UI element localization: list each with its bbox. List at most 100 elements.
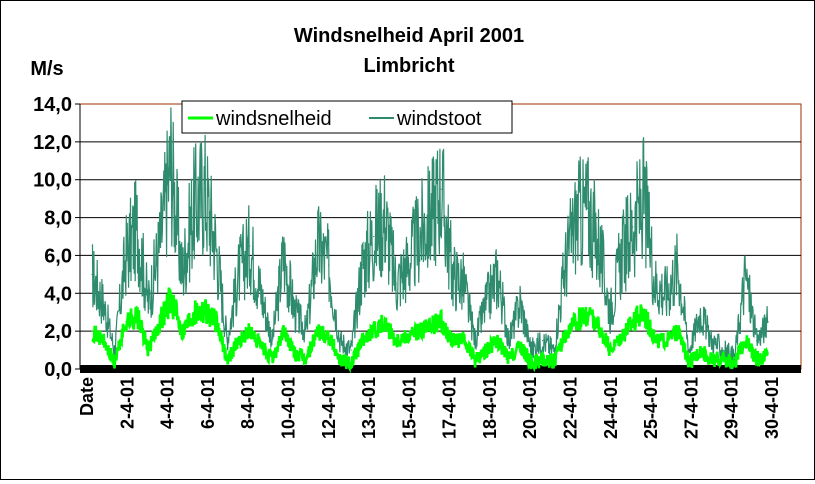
series-line-windstoot xyxy=(91,107,769,370)
x-tick-label: 25-4-01 xyxy=(641,377,661,439)
point-windsnelheid xyxy=(474,358,476,361)
point-windsnelheid xyxy=(305,358,307,361)
point-windsnelheid xyxy=(733,362,735,364)
point-windstoot xyxy=(722,349,724,351)
point-windsnelheid xyxy=(170,296,172,298)
y-tick-label: 12,0 xyxy=(33,132,72,154)
x-tick-label: 30-4-01 xyxy=(762,377,782,439)
series-layer xyxy=(91,107,769,374)
point-windstoot xyxy=(699,311,702,313)
point-windsnelheid xyxy=(204,307,206,310)
point-windsnelheid xyxy=(620,334,623,336)
point-windsnelheid xyxy=(553,360,555,363)
point-windstoot xyxy=(102,302,104,304)
x-tick-label: 12-4-01 xyxy=(319,377,339,439)
point-windstoot xyxy=(508,340,510,342)
x-tick-label: 27-4-01 xyxy=(681,377,701,439)
point-windsnelheid xyxy=(282,330,285,332)
point-windsnelheid xyxy=(373,330,375,332)
point-windsnelheid xyxy=(767,353,769,355)
point-windsnelheid xyxy=(440,321,442,323)
chart-title: Windsnelheid April 2001 xyxy=(294,25,524,47)
point-windstoot xyxy=(350,349,352,351)
point-windstoot xyxy=(620,254,623,257)
point-windstoot xyxy=(282,254,285,257)
point-windsnelheid xyxy=(215,321,217,323)
x-tick-label: 15-4-01 xyxy=(399,377,419,439)
point-windstoot xyxy=(91,273,93,275)
point-windstoot xyxy=(632,226,634,228)
y-tick-labels: 0,0 2,0 4,0 6,0 8,0 10,0 12,0 14,0 xyxy=(33,94,80,381)
point-windstoot xyxy=(204,188,206,190)
y-axis-label: M/s xyxy=(30,58,63,80)
point-windstoot xyxy=(260,292,262,294)
y-tick-label: 0,0 xyxy=(44,359,72,381)
x-tick-label: 18-4-01 xyxy=(480,377,500,439)
point-windsnelheid xyxy=(384,321,386,323)
point-windsnelheid xyxy=(159,321,161,323)
x-tick-label: 10-4-01 xyxy=(278,377,298,439)
point-windsnelheid xyxy=(756,358,758,361)
point-windstoot xyxy=(711,340,713,342)
point-windstoot xyxy=(226,340,228,342)
point-windstoot xyxy=(677,264,679,266)
x-tick-label: 24-4-01 xyxy=(601,377,621,439)
point-windsnelheid xyxy=(643,311,645,313)
point-windstoot xyxy=(373,235,375,238)
point-windstoot xyxy=(688,349,690,351)
point-windsnelheid xyxy=(564,334,566,336)
point-windstoot xyxy=(654,283,656,285)
point-windsnelheid xyxy=(497,340,499,342)
point-windsnelheid xyxy=(654,340,656,342)
x-tick-label: Date xyxy=(77,377,97,416)
point-windsnelheid xyxy=(260,345,262,347)
point-windstoot xyxy=(598,245,600,247)
point-windsnelheid xyxy=(249,330,251,332)
point-windsnelheid xyxy=(192,311,194,313)
point-windstoot xyxy=(316,245,318,247)
point-windsnelheid xyxy=(609,349,611,351)
point-windstoot xyxy=(519,302,521,304)
point-windstoot xyxy=(147,302,149,304)
point-windstoot xyxy=(328,264,330,266)
point-windstoot xyxy=(181,273,183,275)
point-windsnelheid xyxy=(181,330,183,332)
point-windstoot xyxy=(767,321,769,323)
x-tick-labels: Date 2-4-01 4-4-01 6-4-01 8-4-01 10-4-01 12-4-… xyxy=(77,377,782,439)
point-windsnelheid xyxy=(271,358,273,361)
x-tick-label: 29-4-01 xyxy=(722,377,742,439)
point-windsnelheid xyxy=(632,321,634,323)
point-windstoot xyxy=(136,226,138,228)
point-windsnelheid xyxy=(237,340,240,342)
point-windstoot xyxy=(159,245,161,247)
point-windstoot xyxy=(305,330,307,332)
y-tick-label: 2,0 xyxy=(44,321,72,343)
y-tick-label: 4,0 xyxy=(44,283,72,305)
point-windsnelheid xyxy=(519,345,521,347)
point-windsnelheid xyxy=(530,362,533,364)
point-windstoot xyxy=(237,273,240,275)
point-windstoot xyxy=(361,264,363,266)
point-windstoot xyxy=(192,207,194,209)
point-windsnelheid xyxy=(463,340,465,342)
point-windstoot xyxy=(125,254,127,257)
x-tick-label: 22-4-01 xyxy=(561,377,581,439)
point-windstoot xyxy=(463,283,465,285)
point-windstoot xyxy=(666,292,668,294)
point-windsnelheid xyxy=(147,349,149,351)
point-windstoot xyxy=(744,273,747,275)
point-windsnelheid xyxy=(395,340,397,342)
point-windstoot xyxy=(497,273,499,275)
y-tick-label: 8,0 xyxy=(44,208,72,230)
point-windsnelheid xyxy=(744,340,747,342)
x-tick-label: 17-4-01 xyxy=(440,377,460,439)
point-windsnelheid xyxy=(294,353,296,355)
point-windstoot xyxy=(733,358,735,361)
point-windstoot xyxy=(530,349,533,351)
point-windstoot xyxy=(451,273,454,275)
legend-label-windsnelheid: windsnelheid xyxy=(215,108,332,130)
point-windsnelheid xyxy=(485,349,487,351)
point-windstoot xyxy=(587,207,589,209)
